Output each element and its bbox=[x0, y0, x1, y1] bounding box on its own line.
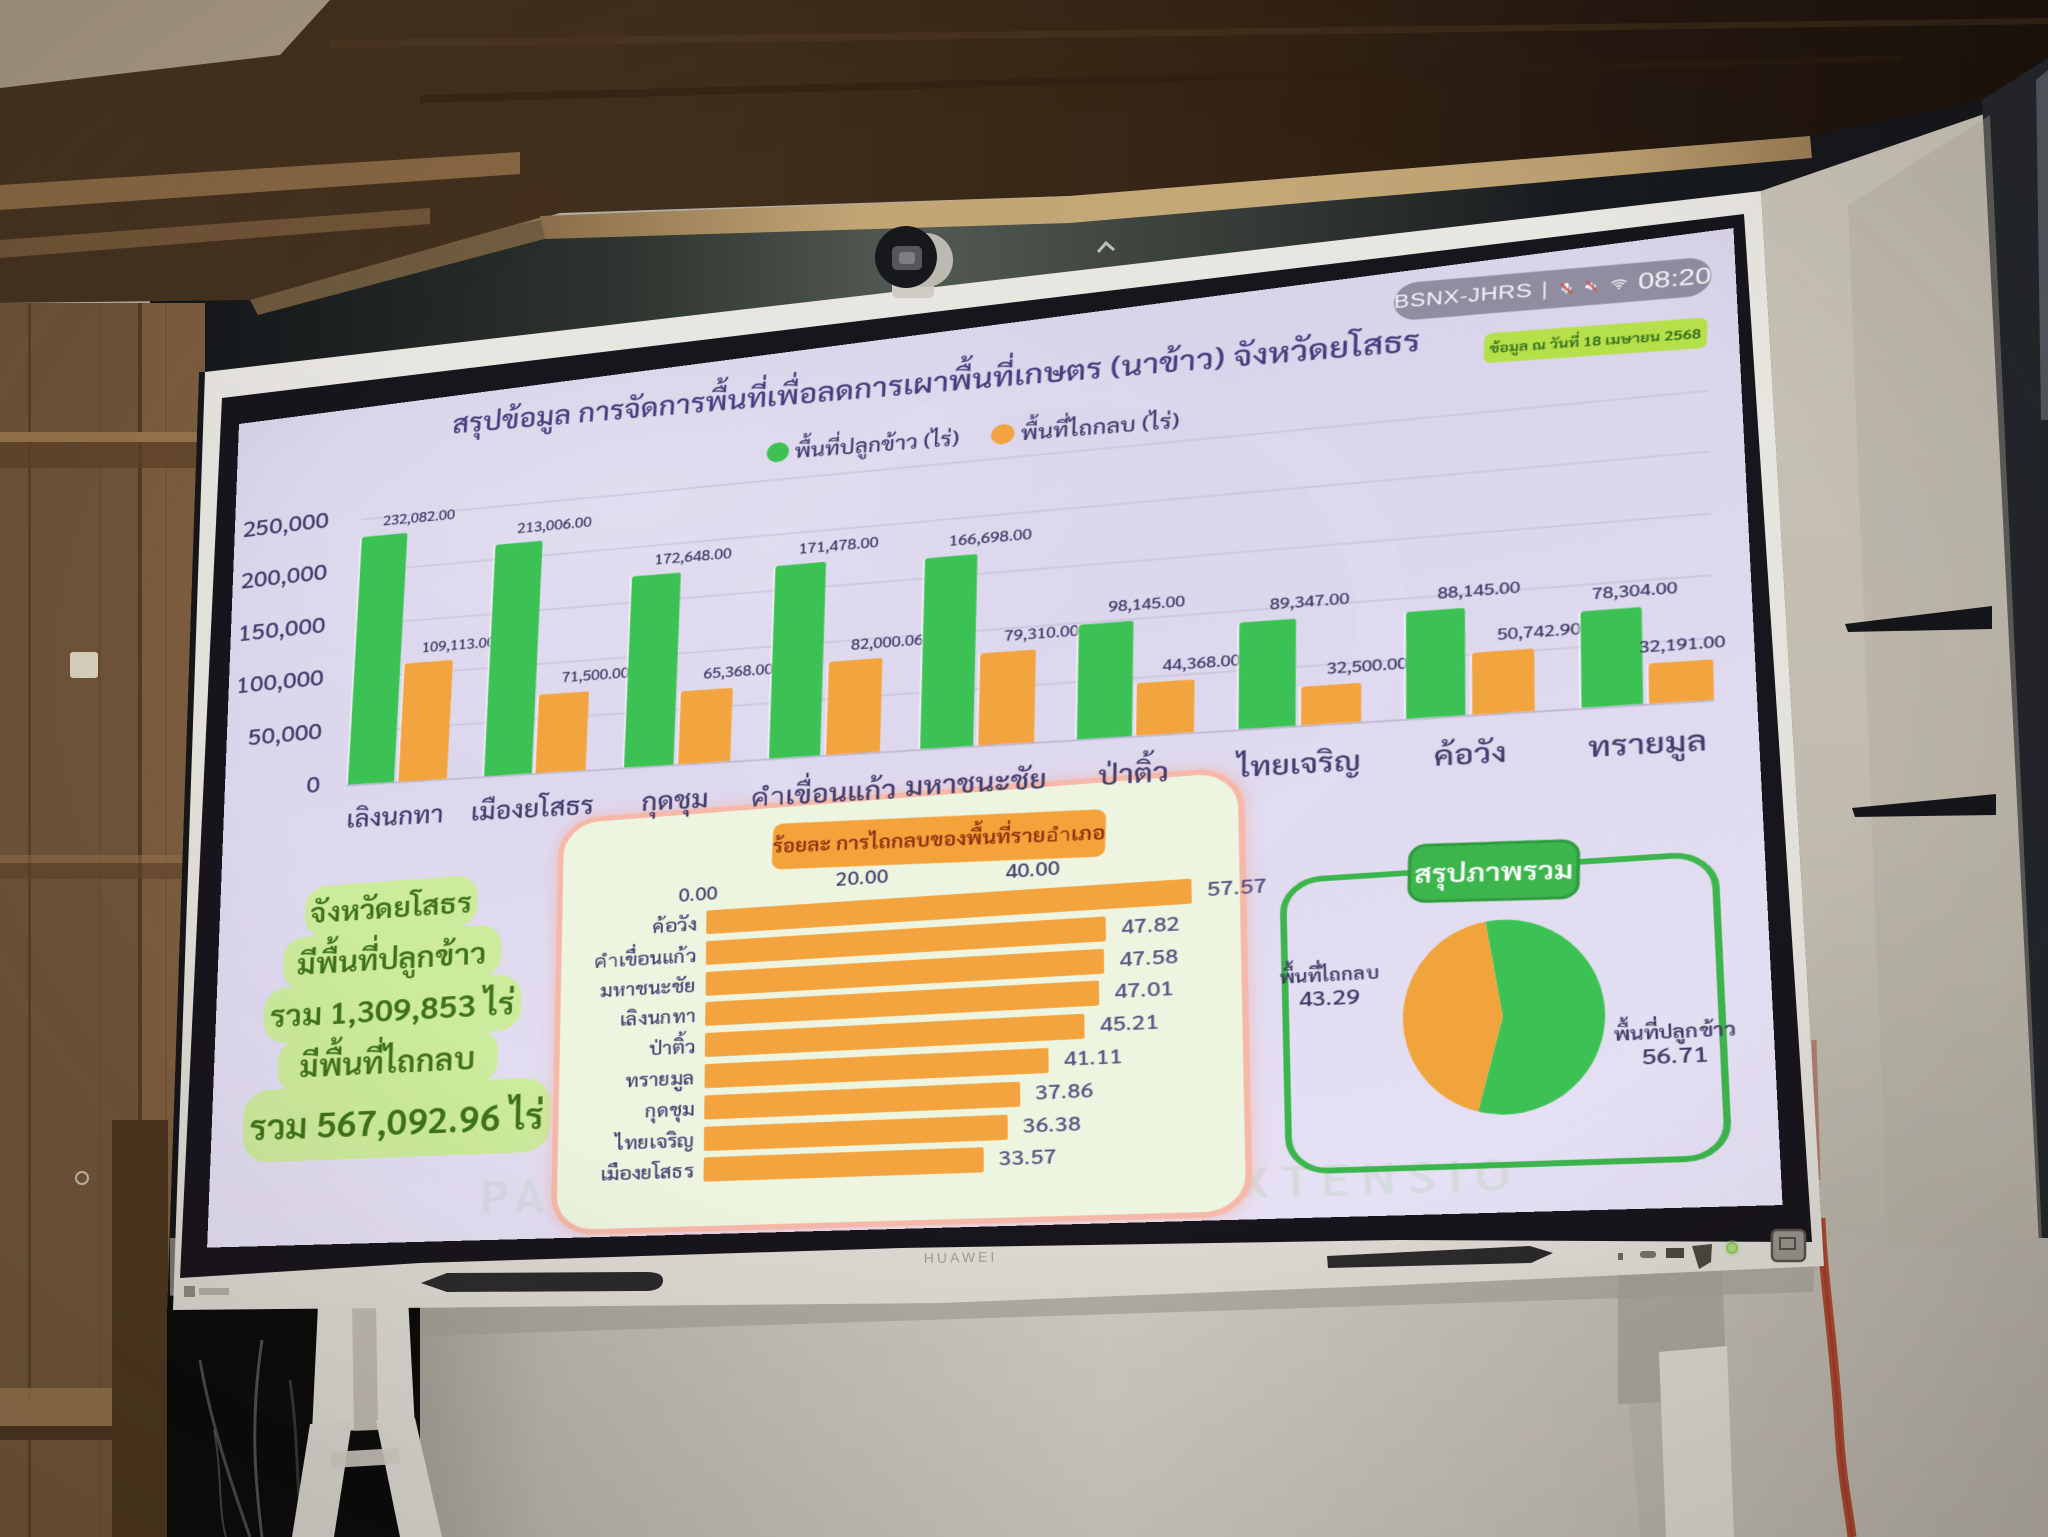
svg-text:HUAWEI: HUAWEI bbox=[924, 1248, 998, 1266]
